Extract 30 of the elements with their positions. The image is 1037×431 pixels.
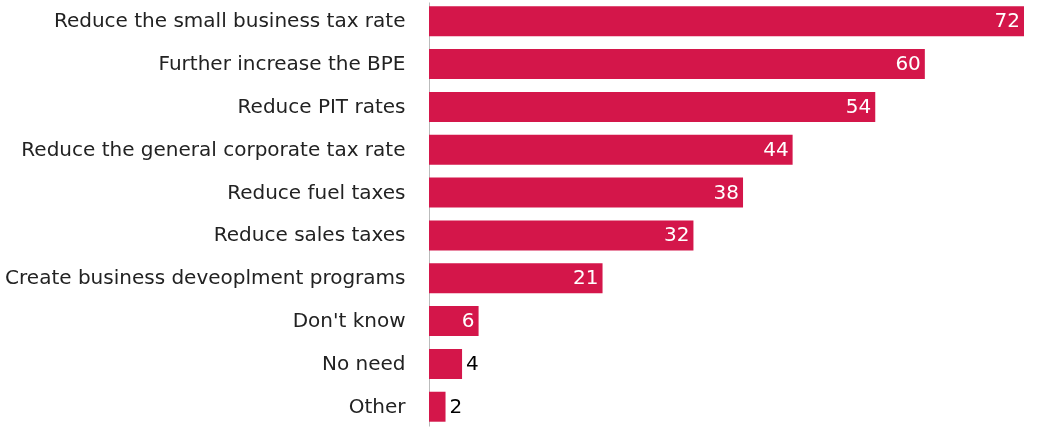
bar xyxy=(429,391,446,422)
y-tick-label: Reduce fuel taxes xyxy=(227,179,406,204)
y-tick-label: Reduce the general corporate tax rate xyxy=(21,136,406,161)
data-label: 60 xyxy=(895,51,921,76)
y-tick-label: Reduce sales taxes xyxy=(213,222,406,247)
data-label: 72 xyxy=(994,8,1020,33)
y-tick-label: Reduce PIT rates xyxy=(237,93,406,118)
y-tick-label: Don't know xyxy=(292,308,406,333)
bar xyxy=(429,6,1024,37)
data-label: 4 xyxy=(466,350,479,375)
bar xyxy=(429,348,463,379)
y-tick-label: No need xyxy=(321,350,406,375)
y-tick-label: Further increase the BPE xyxy=(158,51,406,76)
bar xyxy=(429,263,603,294)
y-tick-label: Other xyxy=(348,393,407,418)
bar xyxy=(429,134,793,165)
bar xyxy=(429,306,479,337)
bar xyxy=(429,220,694,251)
bar xyxy=(429,49,925,80)
data-label: 44 xyxy=(763,136,789,161)
y-tick-label: Reduce the small business tax rate xyxy=(53,8,406,33)
data-label: 6 xyxy=(461,308,475,333)
bar xyxy=(429,91,876,122)
data-label: 54 xyxy=(845,93,872,118)
data-label: 21 xyxy=(573,265,599,290)
bar xyxy=(429,177,744,208)
data-label: 38 xyxy=(713,179,740,204)
data-label: 2 xyxy=(449,393,463,418)
y-tick-label: Create business deveoplment programs xyxy=(5,265,406,290)
data-label: 32 xyxy=(663,222,690,247)
